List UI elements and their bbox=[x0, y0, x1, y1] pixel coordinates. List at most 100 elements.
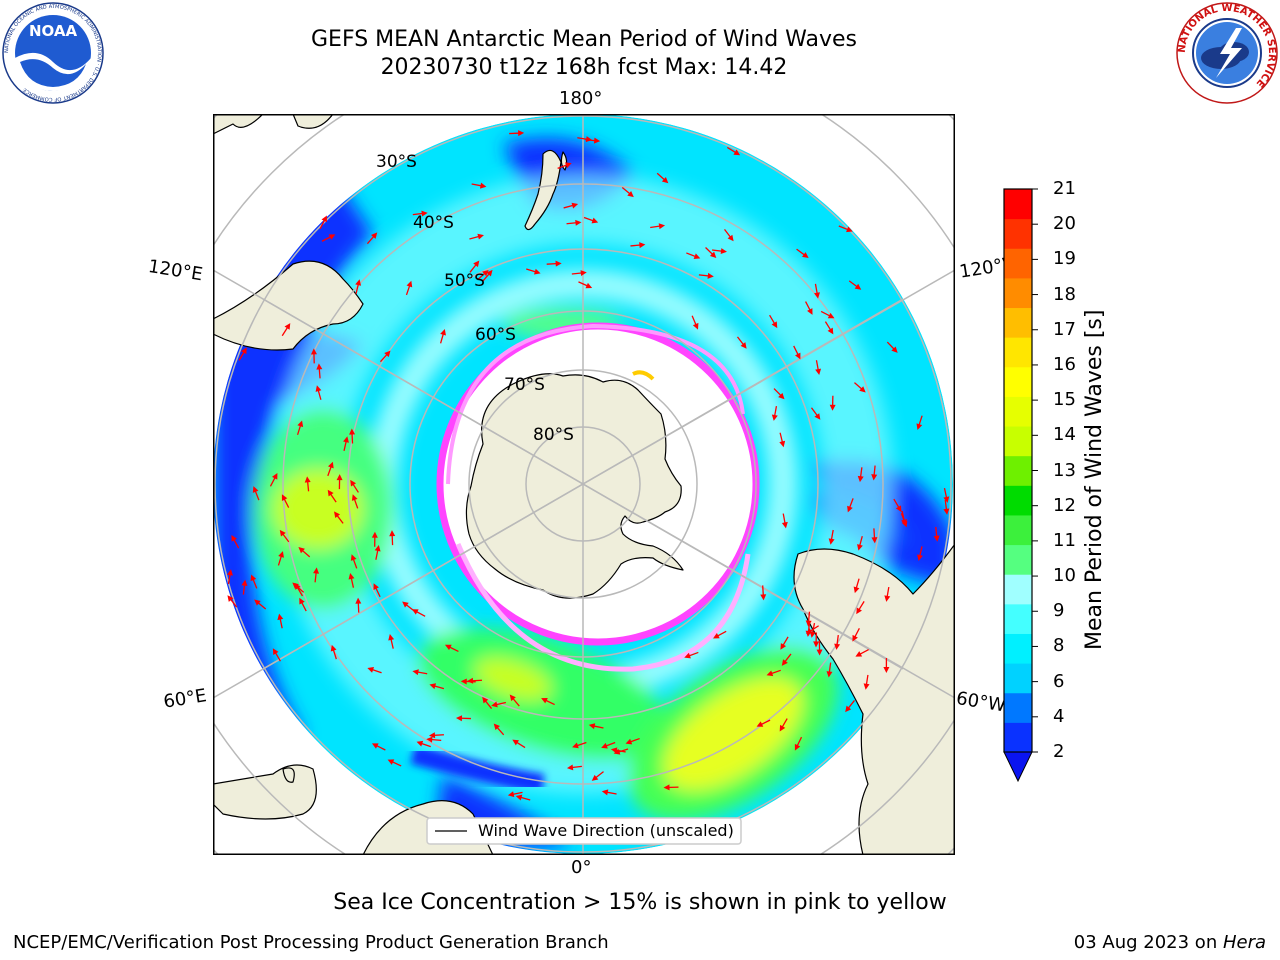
south-america bbox=[793, 543, 956, 856]
wave-direction-arrowhead bbox=[805, 628, 813, 634]
wave-direction-arrowhead bbox=[271, 472, 278, 480]
lat-label-50s: 50°S bbox=[444, 271, 485, 291]
wave-direction-arrowhead bbox=[816, 649, 823, 656]
wave-direction-arrowhead bbox=[565, 162, 572, 169]
colorbar-segment bbox=[1004, 603, 1032, 634]
wave-direction-arrowhead bbox=[780, 643, 787, 650]
wave-direction-arrowhead bbox=[389, 530, 396, 537]
wave-direction-arrowhead bbox=[805, 620, 812, 627]
wave-direction-arrowhead bbox=[440, 328, 446, 336]
wave-direction-arrowhead bbox=[856, 607, 862, 615]
wave-direction-arrowhead bbox=[883, 667, 890, 674]
wave-direction-arrowhead bbox=[371, 232, 378, 239]
wave-direction-arrowhead bbox=[316, 363, 323, 370]
colorbar-tick-label: 20 bbox=[1053, 213, 1076, 235]
lat-label-80s: 80°S bbox=[533, 425, 574, 445]
chart-title: GEFS MEAN Antarctic Mean Period of Wind … bbox=[311, 27, 857, 52]
wave-direction-arrowhead bbox=[692, 322, 699, 330]
wave-direction-arrowhead bbox=[713, 632, 720, 639]
wave-direction-arrowhead bbox=[444, 644, 452, 651]
colorbar-segment bbox=[1004, 722, 1032, 753]
map-frame bbox=[213, 114, 955, 855]
wave-direction-arrowhead bbox=[315, 385, 322, 392]
colorbar-segments bbox=[1004, 189, 1032, 753]
wave-direction-arrowhead bbox=[901, 520, 908, 528]
colorbar-tick-label: 10 bbox=[1053, 565, 1076, 587]
wave-direction-arrowhead bbox=[555, 260, 562, 267]
nws-logo: NATIONAL WEATHER SERVICE bbox=[1176, 2, 1278, 104]
lat-label-60s: 60°S bbox=[475, 325, 516, 345]
wave-direction-arrowhead bbox=[426, 736, 433, 743]
colorbar-segment bbox=[1004, 455, 1032, 486]
wave-direction-arrowhead bbox=[884, 595, 891, 602]
wave-direction-arrowhead bbox=[585, 282, 593, 289]
wave-direction-arrowhead bbox=[847, 505, 853, 513]
wave-direction-arrowhead bbox=[733, 149, 741, 156]
wave-direction-arrowhead bbox=[859, 386, 866, 393]
footer-date: 03 Aug 2023 on Hera bbox=[1074, 932, 1266, 953]
wave-direction-arrowhead bbox=[815, 368, 822, 376]
sea-ice-note: Sea Ice Concentration > 15% is shown in … bbox=[333, 890, 947, 915]
wave-direction-arrowhead bbox=[350, 479, 357, 487]
wave-direction-arrowhead bbox=[348, 573, 355, 580]
wave-direction-arrowhead bbox=[795, 352, 801, 360]
wave-direction-arrowhead bbox=[482, 269, 489, 277]
wave-direction-arrowhead bbox=[227, 569, 233, 576]
wave-direction-arrowhead bbox=[486, 269, 493, 277]
wave-direction-arrowhead bbox=[826, 671, 833, 678]
wave-direction-arrowhead bbox=[854, 283, 862, 290]
wave-direction-arrowhead bbox=[917, 554, 923, 561]
noaa-logo: NOAA NATIONAL OCEANIC AND ATMOSPHERIC AD… bbox=[2, 2, 104, 104]
lon-label-120e: 120°E bbox=[146, 256, 205, 286]
wave-direction-arrowhead bbox=[601, 789, 609, 796]
lon-label-0: 0° bbox=[571, 857, 592, 878]
wave-direction-arrowhead bbox=[572, 742, 579, 749]
wave-direction-arrowhead bbox=[298, 547, 305, 554]
wave-direction-arrowhead bbox=[580, 270, 587, 277]
footer-date-text: 03 Aug 2023 on bbox=[1073, 932, 1223, 953]
wave-direction-arrowhead bbox=[779, 724, 786, 732]
wave-direction-arrowhead bbox=[428, 732, 436, 739]
wave-direction-arrowhead bbox=[252, 486, 259, 493]
wave-direction-arrowhead bbox=[367, 667, 375, 673]
wave-direction-arrowhead bbox=[371, 531, 378, 538]
arrow-legend bbox=[426, 817, 742, 845]
wave-direction-arrowhead bbox=[639, 242, 646, 249]
wave-direction-arrowhead bbox=[479, 182, 487, 189]
wave-direction-arrowhead bbox=[658, 223, 666, 230]
wave-direction-arrowhead bbox=[355, 597, 362, 604]
wave-direction-arrowhead bbox=[327, 489, 334, 497]
wave-direction-arrowhead bbox=[707, 272, 714, 279]
wave-direction-arrowhead bbox=[834, 643, 841, 650]
wave-direction-arrowhead bbox=[336, 474, 343, 481]
wave-direction-arrowhead bbox=[507, 791, 515, 798]
colorbar-segment bbox=[1004, 514, 1032, 546]
colorbar-segment bbox=[1004, 544, 1032, 575]
colorbar-segment bbox=[1004, 633, 1032, 664]
wave-direction-arrowhead bbox=[533, 268, 541, 275]
colorbar-tick-label: 6 bbox=[1053, 670, 1065, 692]
wave-direction-arrowhead bbox=[328, 461, 334, 469]
colorbar-segment bbox=[1004, 485, 1032, 516]
wave-direction-arrowhead bbox=[807, 308, 813, 315]
footer-machine: Hera bbox=[1222, 932, 1266, 953]
wave-direction-arrowhead bbox=[829, 404, 836, 411]
wave-direction-arrowhead bbox=[771, 321, 778, 329]
lat-label-40s: 40°S bbox=[413, 213, 454, 233]
wave-direction-arrowhead bbox=[227, 595, 234, 602]
colorbar-label: Mean Period of Wind Waves [s] bbox=[1082, 309, 1107, 650]
colorbar-segment bbox=[1004, 692, 1032, 723]
wave-direction-arrowhead bbox=[279, 529, 286, 537]
colorbar-tick-label: 14 bbox=[1053, 424, 1076, 446]
wave-direction-arrowhead bbox=[272, 648, 279, 655]
wave-direction-arrowhead bbox=[771, 414, 778, 421]
wave-direction-arrowhead bbox=[518, 130, 525, 137]
wave-direction-arrowhead bbox=[355, 279, 362, 286]
wave-direction-arrowhead bbox=[610, 747, 618, 754]
wave-direction-arrowhead bbox=[943, 508, 950, 515]
wave-direction-arrowhead bbox=[846, 226, 853, 233]
colorbar-segment bbox=[1004, 189, 1032, 220]
wave-direction-arrowhead bbox=[512, 739, 519, 746]
noaa-logo-text: NOAA bbox=[29, 22, 78, 40]
wave-direction-arrowhead bbox=[943, 496, 950, 503]
